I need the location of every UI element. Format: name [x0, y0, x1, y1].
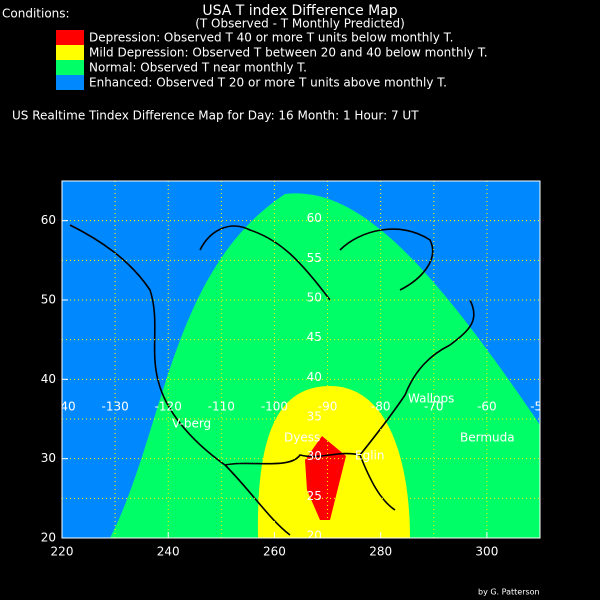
legend-swatch [56, 45, 84, 60]
lat-label: 30 [307, 449, 322, 463]
legend-label: Normal: Observed T near monthly T. [89, 61, 307, 75]
map-title: US Realtime Tindex Difference Map for Da… [12, 109, 419, 123]
y-tick-label: 50 [41, 293, 56, 307]
lat-label: 55 [307, 251, 322, 265]
y-tick-label: 40 [41, 372, 56, 386]
lon-label: -120 [155, 400, 182, 414]
lon-label: -90 [318, 400, 338, 414]
station-label: Bermuda [460, 431, 515, 445]
legend-swatch [56, 60, 84, 75]
x-tick-label: 220 [51, 545, 74, 559]
coastline [69, 224, 475, 536]
x-tick-label: 260 [263, 545, 286, 559]
title: USA T index Difference Map [202, 3, 397, 19]
lon-label: -110 [208, 400, 235, 414]
lat-label: 50 [307, 291, 322, 305]
lon-label: -70 [424, 400, 444, 414]
legend-label: Mild Depression: Observed T between 20 a… [89, 46, 488, 60]
subtitle: (T Observed - T Monthly Predicted) [195, 17, 405, 31]
lon-label: -50 [530, 400, 550, 414]
legend-swatch [56, 30, 84, 45]
lon-label: -60 [477, 400, 497, 414]
credit: by G. Patterson [478, 588, 540, 597]
lon-label: -80 [371, 400, 391, 414]
map: -140 -130 -120 -110 -100 -90 -80 -70 -60 -50 20 25 3… [48, 181, 550, 543]
station-label: Wallops [408, 392, 454, 406]
lat-label: 60 [307, 211, 322, 225]
legend-swatch [56, 75, 84, 90]
region-normal [110, 193, 540, 538]
lon-label: -130 [101, 400, 128, 414]
y-tick-label: 20 [41, 531, 56, 545]
lat-label: 40 [307, 370, 322, 384]
station-label: V-berg [172, 417, 211, 431]
x-tick-label: 240 [157, 545, 180, 559]
conditions-label: Conditions: [2, 7, 70, 21]
legend-label: Depression: Observed T 40 or more T unit… [89, 31, 453, 45]
lat-label: 35 [307, 410, 322, 424]
lat-label: 25 [307, 489, 322, 503]
station-label: Eglin [355, 449, 384, 463]
lat-label: 20 [307, 529, 322, 543]
x-tick-label: 280 [369, 545, 392, 559]
legend-label: Enhanced: Observed T 20 or more T units … [89, 76, 447, 90]
lat-label: 45 [307, 330, 322, 344]
map-frame [61, 180, 541, 539]
lon-label: -100 [261, 400, 288, 414]
y-tick-label: 60 [41, 213, 56, 227]
x-tick-label: 300 [475, 545, 498, 559]
station-label: Dyess [284, 431, 320, 445]
y-tick-label: 30 [41, 451, 56, 465]
lon-label: -140 [48, 400, 75, 414]
